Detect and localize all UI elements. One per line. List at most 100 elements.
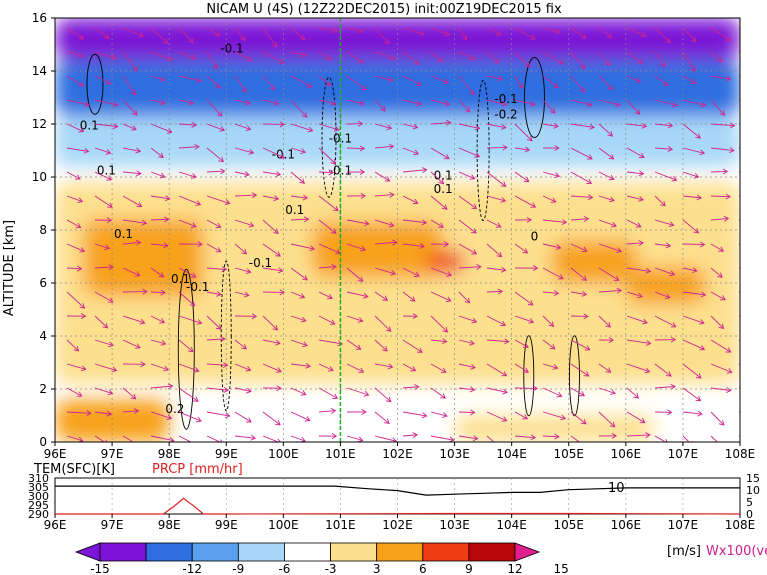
y-axis-label: ALTITUDE [km] bbox=[2, 220, 17, 316]
wind-vector bbox=[374, 387, 392, 403]
wind-vector bbox=[402, 363, 417, 372]
wind-vector bbox=[122, 387, 137, 400]
wind-vector-shaft bbox=[94, 51, 116, 59]
wind-vector-shaft bbox=[374, 267, 396, 275]
wind-vector bbox=[654, 219, 675, 228]
wind-vector-head bbox=[550, 197, 557, 203]
wind-vector-shaft bbox=[318, 195, 339, 211]
wind-vector-head bbox=[216, 290, 222, 297]
wind-vector-shaft bbox=[318, 123, 339, 131]
wind-vector-shaft bbox=[654, 99, 678, 106]
wind-vector bbox=[710, 411, 725, 426]
wind-vector-shaft bbox=[122, 267, 140, 277]
wind-vector-shaft bbox=[234, 219, 254, 227]
wind-vector-shaft bbox=[598, 289, 622, 293]
wind-vector bbox=[570, 99, 593, 107]
wind-vector-head bbox=[190, 272, 197, 278]
wind-vector-head bbox=[695, 395, 702, 402]
x-tick-label: 100E bbox=[268, 447, 299, 461]
wind-vector-head bbox=[604, 60, 610, 67]
wind-vector-head bbox=[527, 300, 534, 306]
wind-vector bbox=[514, 363, 529, 373]
wind-vector-head bbox=[79, 247, 86, 253]
wind-vector-shaft bbox=[374, 145, 394, 149]
contour-label: 0.1 bbox=[80, 118, 99, 132]
wind-vector bbox=[542, 290, 560, 297]
wind-vector-head bbox=[196, 416, 202, 423]
wind-region-5 bbox=[311, 222, 444, 278]
wind-vector-shaft bbox=[122, 147, 141, 152]
wind-vector-shaft bbox=[514, 339, 529, 348]
wind-vector-shaft bbox=[234, 435, 256, 439]
wind-vector bbox=[654, 146, 674, 152]
wind-vector-head bbox=[307, 126, 314, 133]
wind-vector-head bbox=[729, 147, 735, 154]
wind-vector-shaft bbox=[570, 123, 595, 128]
wind-vector bbox=[262, 385, 282, 392]
wind-vector-shaft bbox=[458, 99, 471, 113]
wind-vector-head bbox=[78, 127, 85, 133]
wind-vector-shaft bbox=[94, 195, 113, 208]
wind-vector bbox=[234, 363, 252, 372]
wind-vector-shaft bbox=[570, 267, 587, 281]
wind-vector-shaft bbox=[178, 51, 196, 60]
wind-vector bbox=[514, 195, 537, 208]
wind-vector-shaft bbox=[374, 171, 390, 182]
left-tick-label: 310 bbox=[28, 472, 49, 485]
wind-vector bbox=[178, 387, 199, 402]
wind-vector-shaft bbox=[206, 195, 230, 204]
wind-vector-shaft bbox=[654, 219, 674, 226]
wind-vector-head bbox=[500, 320, 507, 327]
wind-vector-shaft bbox=[318, 99, 336, 105]
wind-vector-shaft bbox=[682, 363, 702, 379]
wind-region-10 bbox=[454, 415, 655, 442]
wind-vector bbox=[178, 27, 194, 44]
wind-vector-head bbox=[645, 267, 652, 274]
wind-vector-head bbox=[470, 363, 476, 370]
x-tick-label: 105E bbox=[554, 447, 585, 461]
wind-vector-head bbox=[445, 296, 452, 302]
wind-vector-head bbox=[637, 292, 643, 299]
wind-vector-shaft bbox=[458, 315, 477, 323]
wind-vector-head bbox=[587, 154, 593, 160]
wind-vector-shaft bbox=[654, 123, 673, 127]
wind-vector bbox=[710, 122, 736, 129]
wind-vector-shaft bbox=[598, 195, 615, 202]
wind-vector bbox=[318, 219, 337, 234]
wind-vector bbox=[374, 27, 390, 45]
wind-vector-head bbox=[251, 192, 258, 199]
wind-vector-head bbox=[163, 365, 169, 372]
wind-vector-head bbox=[332, 205, 339, 212]
wind-vector-head bbox=[325, 80, 332, 87]
x-axis-surface: 96E 97E 98E 99E 100E 101E 102E 103E 104E 105E 106E… bbox=[44, 514, 755, 532]
wind-vector-shaft bbox=[346, 267, 364, 282]
wind-vector-shaft bbox=[290, 363, 311, 367]
wind-vector-head bbox=[442, 327, 449, 333]
wind-vector bbox=[710, 387, 732, 393]
wind-vector-shaft bbox=[682, 171, 699, 178]
colorbar-swatch bbox=[284, 542, 331, 562]
wind-vector-head bbox=[634, 109, 641, 115]
wind-vector bbox=[430, 241, 450, 248]
wind-vector-head bbox=[196, 441, 197, 442]
wind-vector-head bbox=[667, 409, 673, 416]
wind-vector-head bbox=[500, 181, 507, 187]
wind-vector bbox=[654, 336, 677, 343]
wind-vector-shaft bbox=[66, 435, 83, 442]
wind-vector-head bbox=[413, 149, 420, 156]
wind-vector-shaft bbox=[178, 339, 194, 353]
wind-vector-shaft bbox=[430, 387, 446, 399]
wind-vector-shaft bbox=[290, 315, 306, 322]
wind-vector-shaft bbox=[458, 51, 475, 60]
wind-vector-head bbox=[215, 83, 221, 89]
wind-vector bbox=[346, 291, 369, 299]
wind-vector-shaft bbox=[374, 123, 392, 129]
wind-vector-head bbox=[363, 390, 370, 397]
wind-vector-shaft bbox=[150, 435, 174, 442]
wind-vector-head bbox=[558, 274, 564, 280]
x-tick-label: 106E bbox=[611, 447, 642, 461]
wind-vector bbox=[598, 315, 611, 328]
wind-vector bbox=[94, 339, 114, 348]
y-tick-label: 16 bbox=[32, 11, 47, 25]
wind-vector-shaft bbox=[570, 171, 592, 184]
